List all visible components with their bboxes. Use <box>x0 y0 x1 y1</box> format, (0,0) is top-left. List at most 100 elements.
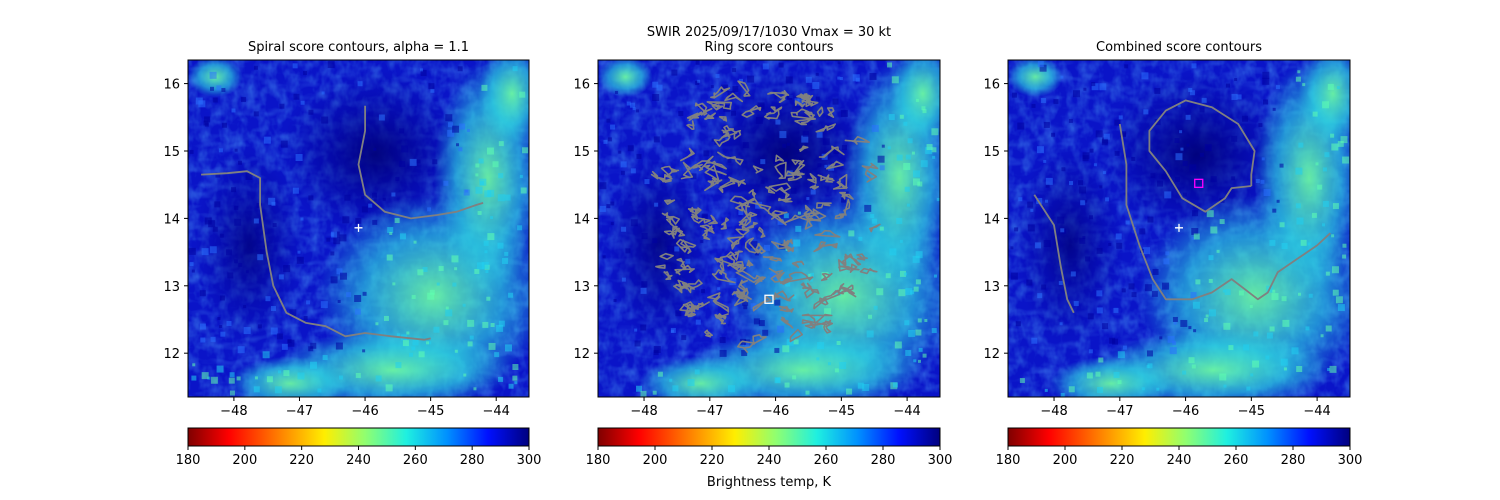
heatmap-pixel <box>229 390 235 396</box>
heatmap-pixel <box>607 137 612 142</box>
heatmap-pixel <box>1231 176 1236 181</box>
heatmap-pixel <box>908 329 916 337</box>
colorbar-tick-label: 200 <box>232 453 257 468</box>
heatmap-pixel <box>238 160 243 165</box>
colorbar-tick-label: 200 <box>1053 453 1078 468</box>
y-tick-label: 12 <box>573 347 590 362</box>
heatmap-pixel <box>933 274 937 278</box>
heatmap-pixel <box>504 194 511 201</box>
heatmap-pixel <box>1163 258 1170 265</box>
heatmap-pixel <box>490 216 494 220</box>
x-tick-label: −44 <box>1303 404 1330 419</box>
heatmap-pixel <box>816 131 823 138</box>
heatmap-pixel <box>391 192 396 197</box>
heatmap-image <box>188 60 529 397</box>
heatmap-image <box>598 60 940 397</box>
heatmap-cold-core <box>604 144 715 347</box>
heatmap-pixel <box>477 262 485 270</box>
contour-line <box>752 334 767 345</box>
heatmap-pixel <box>824 308 832 316</box>
heatmap-pixel <box>621 277 626 282</box>
heatmap-pixel <box>394 218 400 224</box>
heatmap-pixel <box>497 194 505 202</box>
heatmap-pixel <box>685 258 691 264</box>
heatmap-pixel <box>445 306 449 310</box>
heatmap-pixel <box>280 140 288 148</box>
contour-line <box>804 321 817 329</box>
heatmap-pixel <box>922 353 927 358</box>
contour-line <box>801 319 832 326</box>
heatmap-pixel <box>792 294 797 299</box>
heatmap-pixel <box>1164 191 1172 199</box>
heatmap-pixel <box>229 372 235 378</box>
heatmap-pixel <box>1118 115 1123 120</box>
contour-line <box>738 211 758 227</box>
heatmap-pixel <box>903 121 908 126</box>
heatmap-pixel <box>209 71 217 79</box>
heatmap-pixel <box>1296 217 1304 225</box>
heatmap-pixel <box>848 230 855 237</box>
contour-line <box>661 178 672 183</box>
heatmap-pixel <box>283 370 290 377</box>
heatmap-pixel <box>1179 130 1183 134</box>
heatmap-warm-region <box>598 60 653 98</box>
contour-line <box>807 173 817 184</box>
heatmap-pixel <box>257 324 262 329</box>
heatmap-pixel <box>913 359 917 363</box>
contour-line <box>831 145 845 156</box>
contour-line <box>716 313 729 320</box>
heatmap-pixel <box>463 373 467 377</box>
heatmap-pixel <box>399 128 405 134</box>
contour-line <box>784 211 822 224</box>
heatmap-pixel <box>389 231 393 235</box>
heatmap-pixel <box>812 81 820 89</box>
heatmap-pixel <box>899 270 906 277</box>
y-tick-label: 15 <box>163 145 180 160</box>
heatmap-pixel <box>904 320 910 326</box>
heatmap-pixel <box>466 128 470 132</box>
heatmap-pixel <box>858 236 863 241</box>
heatmap-pixel <box>458 147 463 152</box>
heatmap-pixel <box>1096 386 1103 393</box>
heatmap-pixel <box>1283 367 1287 371</box>
heatmap-pixel <box>1272 107 1276 111</box>
heatmap-pixel <box>1206 210 1214 218</box>
heatmap-pixel <box>498 173 504 179</box>
heatmap-pixel <box>411 346 416 351</box>
heatmap-pixel <box>321 91 325 95</box>
heatmap-pixel <box>1336 86 1340 90</box>
heatmap-pixel <box>879 165 885 171</box>
heatmap-pixel <box>1204 318 1209 323</box>
heatmap-pixel <box>451 255 459 263</box>
colorbar-tick-label: 220 <box>289 453 314 468</box>
heatmap-pixel <box>498 376 504 382</box>
heatmap-pixel <box>1222 289 1226 293</box>
heatmap-pixel <box>1191 227 1199 235</box>
heatmap-pixel <box>1189 90 1195 96</box>
heatmap-pixel <box>1060 228 1065 233</box>
heatmap-pixel <box>1302 83 1306 87</box>
contour-line <box>815 123 836 133</box>
heatmap-pixel <box>815 72 819 76</box>
contour-line <box>717 151 744 166</box>
x-tick-label: −47 <box>696 404 723 419</box>
heatmap-pixel <box>475 186 483 194</box>
heatmap-pixel <box>462 303 466 307</box>
heatmap-pixel <box>1082 236 1086 240</box>
heatmap-pixel <box>757 102 765 110</box>
panel-3: Combined score contours −48 −47 −46 −45 −44 12… <box>983 40 1362 468</box>
contour-line <box>748 198 772 213</box>
heatmap-pixel <box>1143 109 1149 115</box>
heatmap-pixel <box>234 205 239 210</box>
colorbar-tick-label: 260 <box>403 453 428 468</box>
heatmap-pixel <box>1091 82 1096 87</box>
heatmap-pixel <box>1027 224 1035 232</box>
heatmap-pixel <box>899 239 903 243</box>
heatmap-pixel <box>416 159 421 164</box>
heatmap-pixel <box>881 144 885 148</box>
heatmap-pixel <box>1191 237 1195 241</box>
heatmap-pixel <box>657 371 663 377</box>
heatmap-warm-region <box>228 356 352 397</box>
heatmap-pixel <box>1139 228 1146 235</box>
contour-line <box>664 199 676 205</box>
